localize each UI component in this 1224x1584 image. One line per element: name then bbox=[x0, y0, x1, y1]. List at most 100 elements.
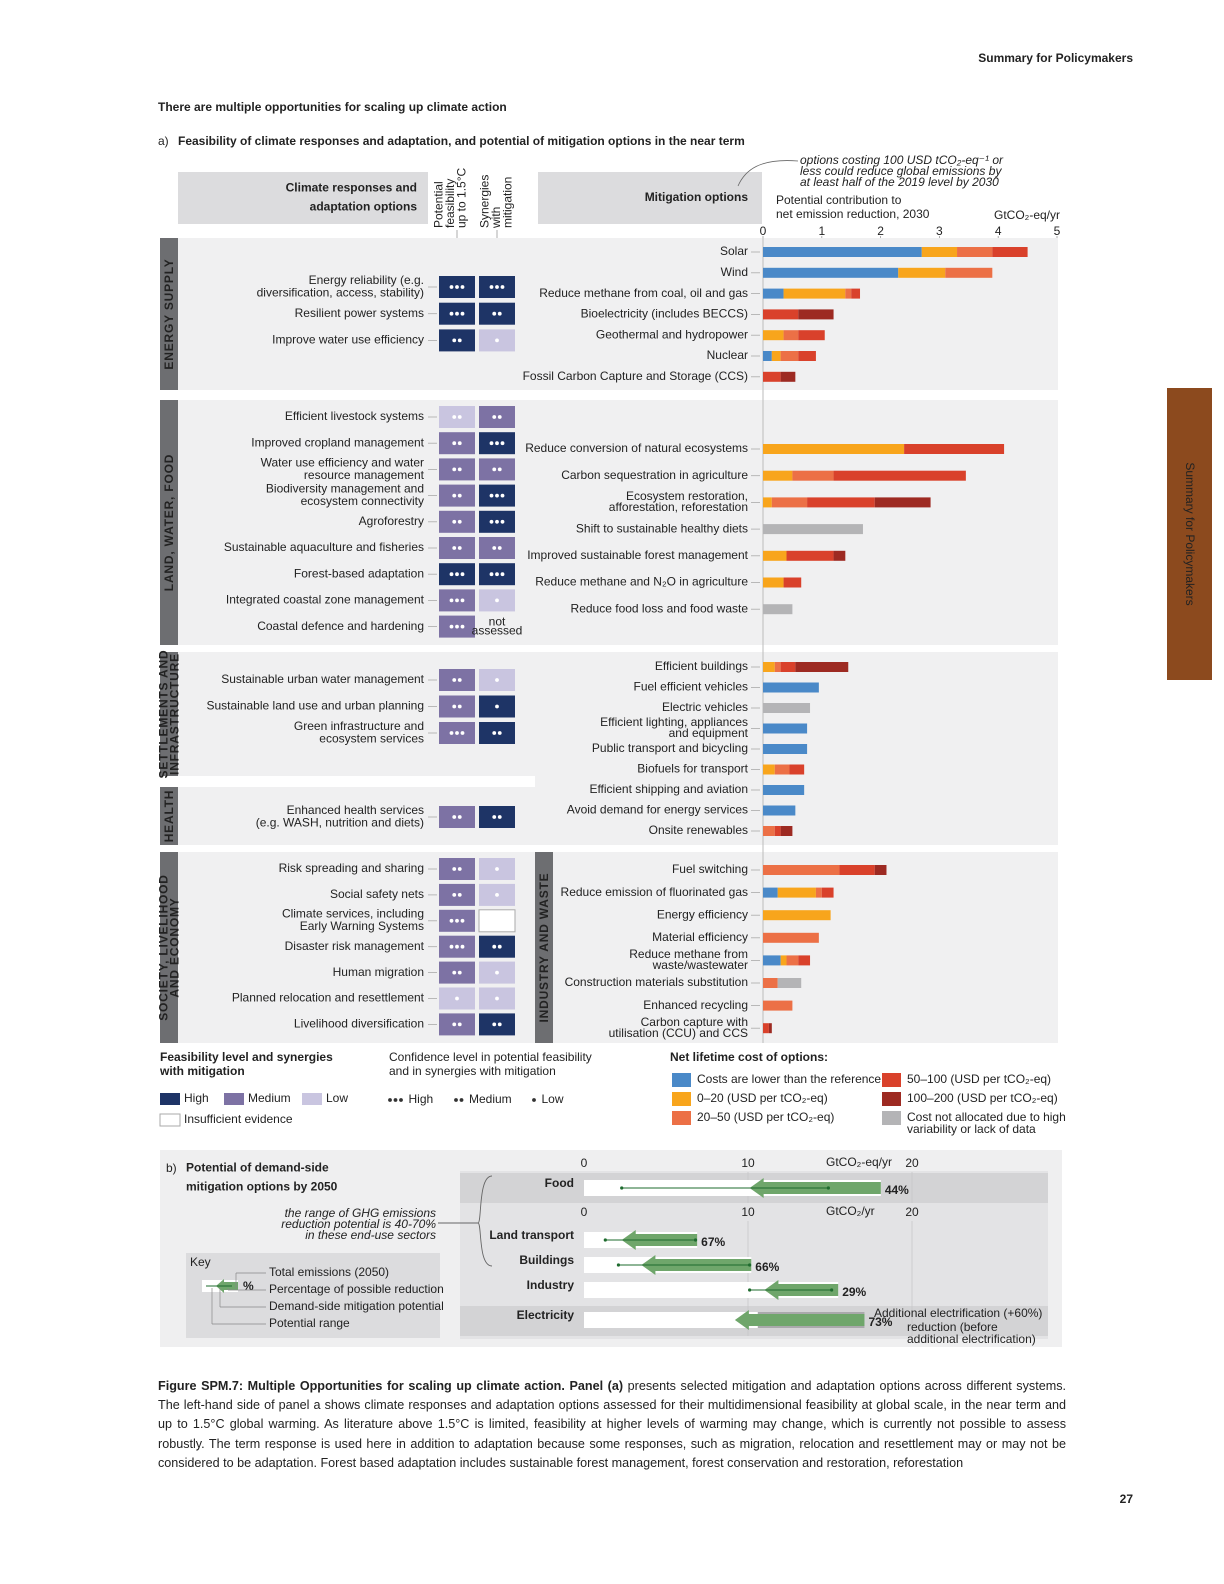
bar-segment bbox=[763, 1000, 793, 1011]
legend-dot bbox=[393, 1098, 398, 1102]
sector-label-bar bbox=[160, 400, 178, 645]
adaptation-header: Climate responses and bbox=[286, 181, 417, 195]
confidence-dot bbox=[449, 918, 454, 923]
mitigation-label: Reduce methane and N₂O in agriculture bbox=[535, 575, 748, 589]
confidence-dot bbox=[495, 441, 499, 446]
confidence-dot bbox=[457, 415, 462, 419]
feasibility-cell bbox=[439, 883, 475, 906]
range-end bbox=[748, 1263, 752, 1267]
bar-segment bbox=[798, 351, 816, 361]
legend-label: Medium bbox=[248, 1091, 291, 1105]
bar-segment bbox=[763, 764, 775, 775]
mitigation-label: Solar bbox=[720, 244, 748, 258]
adaptation-label: Human migration bbox=[333, 965, 424, 979]
confidence-dot bbox=[457, 1022, 462, 1027]
bar-segment bbox=[783, 330, 799, 341]
confidence-dot bbox=[495, 867, 499, 871]
confidence-dot bbox=[452, 970, 457, 975]
key-symbol: % bbox=[243, 1279, 254, 1293]
mitigation-label: Carbon capture with bbox=[641, 1015, 748, 1029]
adaptation-label: Risk spreading and sharing bbox=[279, 861, 424, 875]
confidence-dot bbox=[492, 944, 497, 949]
confidence-dot bbox=[452, 678, 457, 682]
bar-segment bbox=[763, 887, 778, 898]
column-header: up to 1.5°C bbox=[455, 167, 469, 228]
bar-segment bbox=[780, 662, 796, 672]
adaptation-label: Disaster risk management bbox=[285, 939, 425, 953]
x-tick-label: 20 bbox=[905, 1156, 919, 1170]
mitigation-label: Energy efficiency bbox=[657, 907, 748, 921]
row-label: Land transport bbox=[489, 1228, 574, 1242]
legend-swatch bbox=[672, 1073, 691, 1087]
legend-title: and in synergies with mitigation bbox=[389, 1064, 556, 1078]
bar-segment bbox=[768, 1023, 772, 1034]
range-end bbox=[826, 1186, 830, 1190]
adaptation-label: Sustainable land use and urban planning bbox=[206, 699, 424, 713]
total-bar bbox=[584, 1312, 758, 1328]
bar-segment bbox=[821, 887, 834, 898]
mitigation-label: Enhanced recycling bbox=[643, 998, 748, 1012]
confidence-dot bbox=[452, 867, 457, 871]
caption-text: presents selected mitigation and adaptat… bbox=[158, 1379, 1066, 1470]
feasibility-cell bbox=[439, 432, 475, 455]
bar-segment bbox=[763, 330, 784, 341]
confidence-dot bbox=[495, 338, 499, 343]
x-tick-label: 20 bbox=[905, 1205, 919, 1219]
sector-label: INDUSTRY AND WASTE bbox=[537, 873, 551, 1023]
adaptation-label: Sustainable urban water management bbox=[221, 672, 424, 686]
legend-dot bbox=[399, 1098, 403, 1102]
mitigation-label: Public transport and bicycling bbox=[592, 741, 748, 755]
range-end bbox=[620, 1186, 624, 1190]
annotation: at least half of the 2019 level by 2030 bbox=[800, 175, 999, 189]
bar-segment bbox=[763, 703, 811, 713]
percent-label: 67% bbox=[701, 1235, 725, 1249]
axis-unit: GtCO₂-eq/yr bbox=[826, 1155, 892, 1169]
additional-label: Additional electrification (+60%) bbox=[874, 1306, 1042, 1320]
bar-segment bbox=[763, 805, 796, 816]
bar-segment bbox=[798, 330, 825, 341]
confidence-dot bbox=[492, 546, 497, 550]
bar-segment bbox=[780, 955, 787, 966]
adaptation-label: Forest-based adaptation bbox=[294, 566, 424, 580]
note: additional electrification) bbox=[907, 1332, 1036, 1346]
bar-segment bbox=[763, 604, 793, 615]
bar-segment bbox=[763, 932, 819, 943]
feasibility-cell bbox=[479, 1013, 515, 1036]
x-tick-label: 4 bbox=[995, 224, 1002, 238]
x-tick-label: 0 bbox=[581, 1205, 588, 1219]
bar-segment bbox=[780, 351, 799, 361]
x-tick-label: 10 bbox=[741, 1205, 755, 1219]
legend-swatch bbox=[302, 1093, 322, 1105]
bar-segment bbox=[780, 371, 796, 382]
bar-segment bbox=[763, 247, 922, 257]
bar-segment bbox=[795, 662, 849, 672]
adaptation-label: Improve water use efficiency bbox=[272, 333, 424, 347]
bar-segment bbox=[807, 497, 875, 508]
bar-segment bbox=[763, 723, 808, 734]
annotation: the range of GHG emissions bbox=[285, 1206, 436, 1220]
confidence-dot bbox=[497, 944, 502, 949]
confidence-dot bbox=[500, 519, 505, 524]
confidence-dot bbox=[460, 311, 465, 316]
axis-title: Potential contribution to bbox=[776, 193, 902, 207]
bar-segment bbox=[763, 497, 772, 508]
header-box bbox=[178, 172, 428, 224]
sector-label-bar bbox=[160, 787, 178, 845]
cell-note: assessed bbox=[472, 623, 523, 637]
feasibility-cell bbox=[439, 406, 475, 428]
confidence-dot bbox=[495, 519, 499, 524]
bar-segment bbox=[763, 351, 772, 361]
mitigation-label: Reduce food loss and food waste bbox=[571, 601, 749, 615]
header-box bbox=[538, 172, 762, 224]
legend-label: 100–200 (USD per tCO₂-eq) bbox=[907, 1091, 1058, 1105]
adaptation-label: ecosystem services bbox=[319, 731, 424, 745]
legend-label: Low bbox=[326, 1091, 348, 1105]
panel-label: b) bbox=[166, 1161, 177, 1175]
bar-segment bbox=[763, 955, 781, 966]
legend-title: with mitigation bbox=[159, 1064, 245, 1078]
side-tab-label: Summary for Policymakers bbox=[1183, 462, 1197, 605]
sector-label: INFRASTRUCTURE bbox=[168, 653, 182, 775]
bar-segment bbox=[763, 550, 787, 561]
confidence-dot bbox=[500, 493, 505, 498]
bar-segment bbox=[763, 662, 775, 672]
